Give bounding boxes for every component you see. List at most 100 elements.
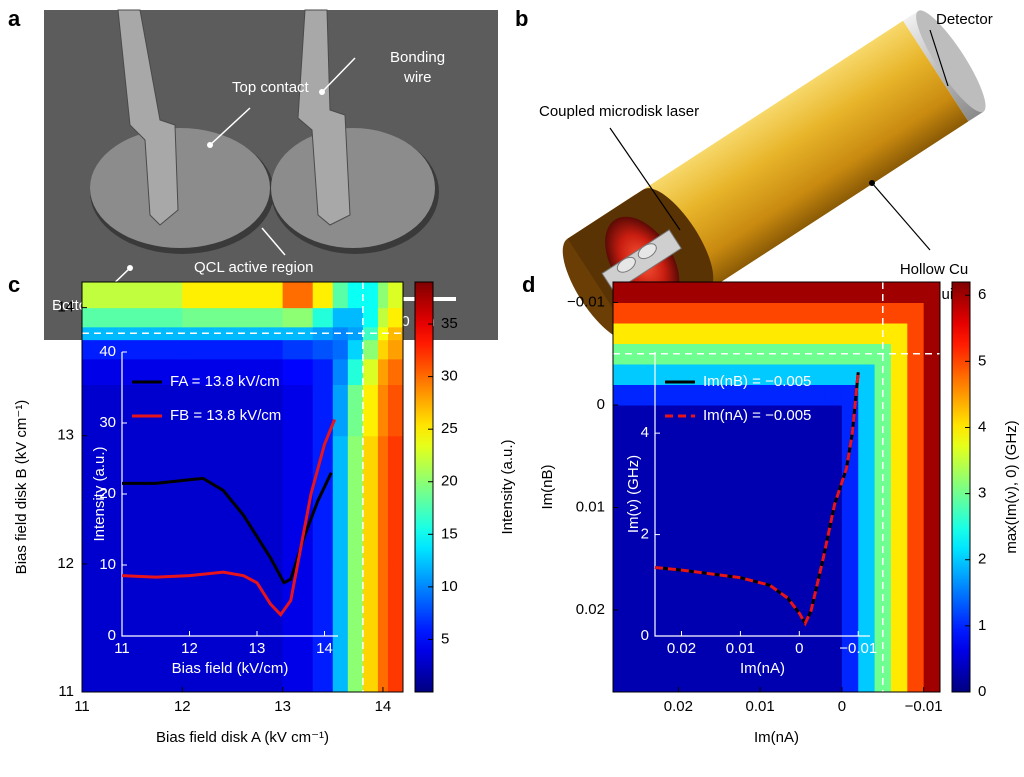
heatmap-cell	[891, 385, 908, 406]
heatmap-cell	[907, 323, 924, 344]
annotation: Bonding	[390, 49, 445, 66]
heatmap-cell	[82, 340, 183, 360]
heatmap-cell	[907, 364, 924, 385]
heatmap-cell	[924, 282, 941, 303]
x-tick-label: 12	[181, 640, 198, 657]
heatmap-cell	[842, 323, 859, 344]
heatmap-cell	[82, 282, 183, 308]
heatmap-cell	[363, 385, 379, 437]
heatmap-cell	[858, 385, 875, 406]
colorbar-label: max(Im(ν), 0) (GHz)	[1003, 420, 1020, 553]
heatmap-cell	[388, 436, 404, 565]
x-tick-label: 0.02	[664, 698, 693, 715]
heatmap-cell	[313, 308, 334, 328]
heatmap-cell	[842, 508, 859, 693]
x-tick-label: 0	[838, 698, 846, 715]
heatmap-cell	[907, 405, 924, 426]
x-axis-label: Im(nA)	[740, 660, 785, 677]
heatmap-cell	[378, 385, 389, 437]
heatmap-cell	[907, 303, 924, 324]
y-tick-label: 11	[58, 683, 74, 700]
heatmap-cell	[388, 564, 404, 693]
legend-label: FB = 13.8 kV/cm	[170, 407, 281, 424]
colorbar-tick-label: 35	[441, 315, 458, 332]
heatmap-cell	[924, 364, 941, 385]
heatmap-cell	[858, 364, 875, 385]
heatmap-cell	[613, 282, 761, 303]
x-tick-label: −0.01	[839, 640, 877, 657]
x-tick-label: 0.01	[746, 698, 775, 715]
y-tick-label: 0	[641, 627, 649, 644]
heatmap-cell	[891, 282, 908, 303]
heatmap-cell	[378, 359, 389, 385]
heatmap-cell	[313, 282, 334, 308]
colorbar-tick-label: 15	[441, 525, 458, 542]
heatmap-cell	[333, 359, 349, 385]
heatmap-cell	[283, 282, 314, 308]
colorbar-tick-label: 5	[978, 352, 986, 369]
heatmap-cell	[388, 359, 404, 385]
y-tick-label: 0.02	[576, 601, 605, 618]
heatmap-cell	[378, 564, 389, 693]
colorbar-tick-label: 3	[978, 485, 986, 502]
y-axis-label: Im(ν) (GHz)	[625, 455, 642, 533]
colorbar	[415, 282, 433, 692]
annotation: Coupled microdisk laser	[539, 103, 699, 120]
figure: a b c d Bonding wire Top contact QCL act…	[0, 0, 1024, 777]
legend-label: Im(nB) = −0.005	[703, 373, 811, 390]
heatmap-cell	[760, 426, 826, 509]
heatmap-cell	[378, 436, 389, 565]
x-tick-label: 11	[114, 640, 130, 657]
y-tick-label: 12	[57, 555, 74, 572]
y-tick-label: 0	[597, 396, 605, 413]
heatmap-cell	[891, 405, 908, 426]
heatmap-cell	[82, 564, 183, 693]
colorbar-tick-label: 5	[441, 630, 449, 647]
heatmap-cell	[826, 426, 843, 509]
heatmap-cell	[378, 340, 389, 360]
heatmap-cell	[891, 508, 908, 693]
legend-label: FA = 13.8 kV/cm	[170, 373, 280, 390]
heatmap-cell	[348, 359, 364, 385]
heatmap-cell	[826, 323, 843, 344]
heatmap-cell	[363, 359, 379, 385]
y-axis-label: Bias field disk B (kV cm⁻¹)	[13, 400, 30, 575]
heatmap-cell	[891, 426, 908, 509]
y-tick-label: 10	[99, 556, 116, 573]
annotation: Detector	[936, 11, 993, 28]
heatmap-cell	[858, 405, 875, 426]
heatmap-cell	[333, 436, 349, 565]
heatmap-cell	[826, 385, 843, 406]
y-tick-label: 13	[57, 427, 74, 444]
x-tick-label: 14	[316, 640, 333, 657]
heatmap-cell	[182, 340, 283, 360]
heatmap-cell	[842, 282, 859, 303]
heatmap-cell	[613, 303, 761, 324]
heatmap-cell	[333, 282, 349, 308]
y-axis-label: Im(nB)	[539, 464, 556, 509]
colorbar-tick-label: 10	[441, 578, 458, 595]
heatmap-cell	[891, 364, 908, 385]
heatmap-cell	[613, 508, 761, 693]
heatmap-cell	[907, 508, 924, 693]
heatmap-cell	[388, 308, 404, 328]
heatmap-cell	[924, 426, 941, 509]
heatmap-cell	[348, 308, 364, 328]
heatmap-cell	[333, 564, 349, 693]
colorbar-tick-label: 2	[978, 551, 986, 568]
x-tick-label: 0.01	[726, 640, 755, 657]
panel-label: a	[8, 6, 21, 31]
heatmap-cell	[907, 282, 924, 303]
heatmap-cell	[283, 340, 314, 360]
colorbar-tick-label: 1	[978, 617, 986, 634]
heatmap-cell	[891, 303, 908, 324]
heatmap-cell	[924, 303, 941, 324]
heatmap-cell	[313, 564, 334, 693]
heatmap-cell	[907, 385, 924, 406]
heatmap-cell	[348, 385, 364, 437]
x-tick-label: 0	[795, 640, 803, 657]
x-tick-label: 13	[274, 698, 291, 715]
annotation: QCL active region	[194, 259, 314, 276]
x-axis-label: Bias field (kV/cm)	[172, 660, 289, 677]
heatmap-cell	[760, 323, 826, 344]
